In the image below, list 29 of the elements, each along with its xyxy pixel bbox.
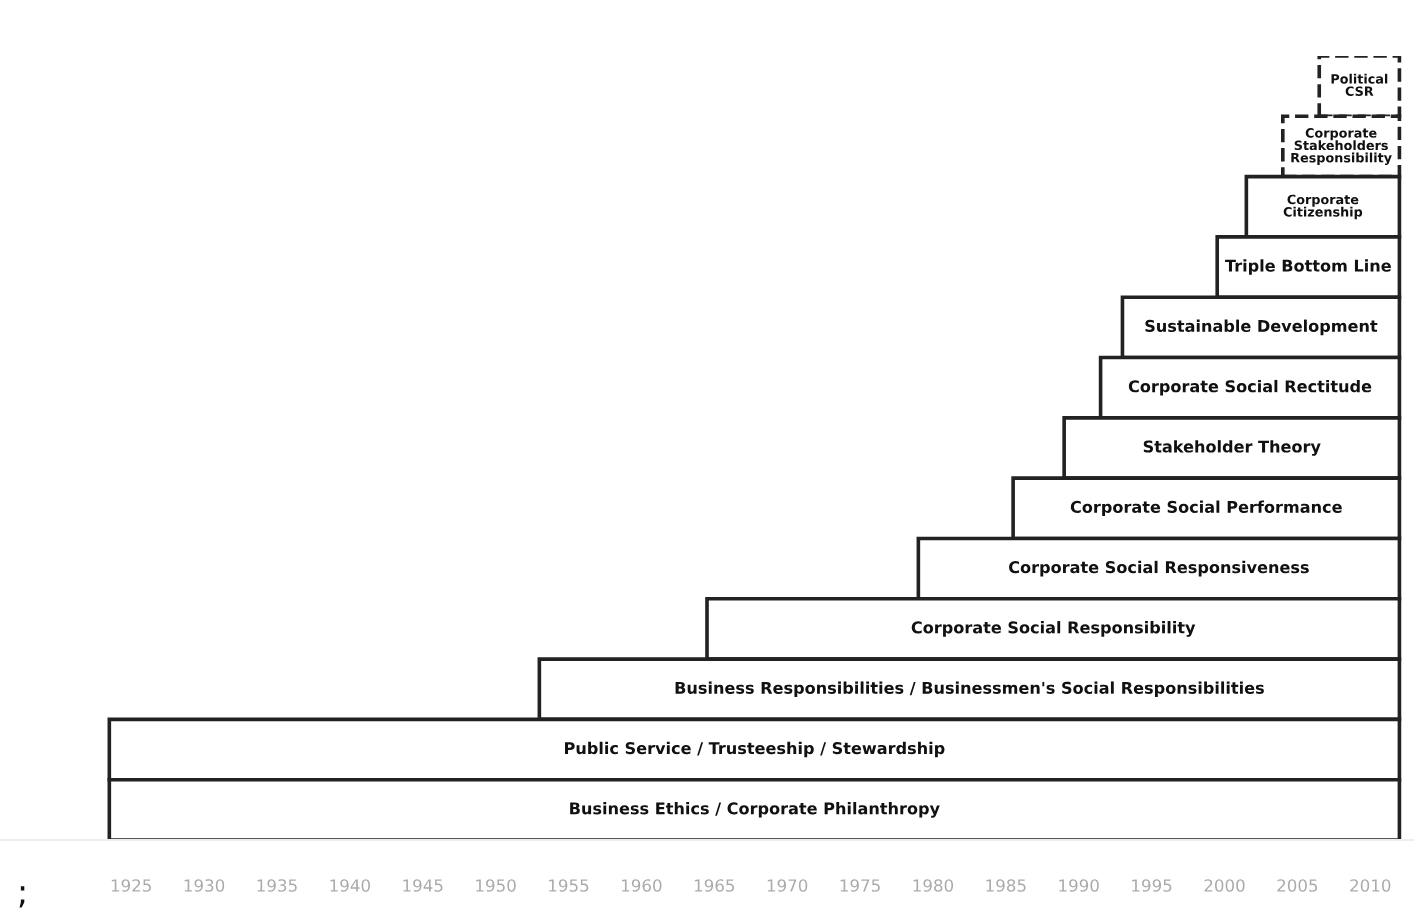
- x-tick-label: 1975: [840, 879, 880, 892]
- x-tick-label: 1995: [1132, 879, 1172, 892]
- x-tick-label: 1985: [986, 879, 1026, 892]
- x-tick-label: 1970: [767, 879, 808, 892]
- y-tick-label: Business Ethics / Corporate Philanthropy: [570, 801, 940, 818]
- x-tick-label: 1945: [403, 879, 443, 892]
- x-tick-label: 1935: [257, 879, 297, 892]
- y-tick-label: Corporate Social Responsibility: [911, 621, 1196, 637]
- x-tick-label: 1980: [913, 879, 954, 892]
- x-tick-label: 1930: [184, 879, 225, 892]
- y-tick-label: Business Responsibilities / Businessmen's Social Responsibilities: [675, 681, 1264, 698]
- y-tick-label: Corporate Social Responsiveness: [1009, 560, 1309, 577]
- x-tick-label: 1990: [1059, 879, 1099, 892]
- y-tick-label: Corporate Social Performance: [1070, 500, 1342, 517]
- x-tick-label: 2000: [1204, 879, 1245, 892]
- x-tick-label: 1950: [476, 879, 516, 892]
- x-tick-label: 1925: [111, 879, 151, 892]
- x-tick-label: 2010: [1350, 879, 1391, 892]
- x-tick-label: 2005: [1277, 879, 1318, 892]
- text: ;: [19, 886, 25, 908]
- y-tick-label: Sustainable Development: [1145, 319, 1378, 336]
- y-tick-label: Corporate Social Rectitude: [1128, 379, 1372, 396]
- x-tick-label: 1955: [549, 879, 589, 892]
- x-tick-label: 1965: [694, 879, 735, 892]
- x-tick-label: 1940: [330, 879, 370, 892]
- y-tick-label: Public Service / Trusteeship / Stewardship: [565, 741, 945, 758]
- y-tick-label: Stakeholder Theory: [1143, 440, 1321, 456]
- x-tick-label: 1960: [622, 879, 662, 892]
- y-tick-label: Triple Bottom Line: [1225, 259, 1391, 275]
